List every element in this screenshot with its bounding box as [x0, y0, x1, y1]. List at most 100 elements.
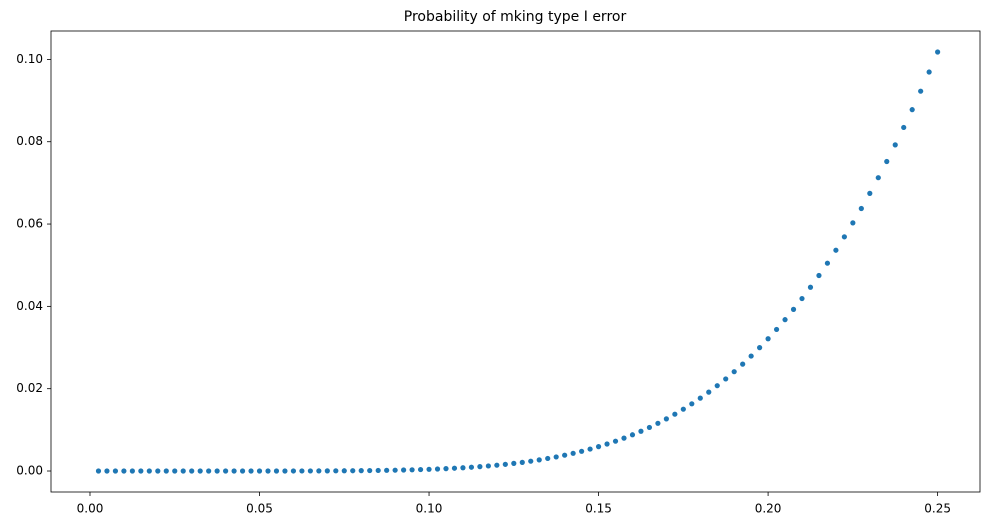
- x-tick-label: 0.00: [77, 502, 104, 516]
- point: [799, 295, 805, 302]
- point: [562, 452, 568, 458]
- point: [95, 468, 102, 474]
- chart-title: Probability of mking type I error: [404, 9, 627, 25]
- point: [299, 468, 305, 474]
- point: [841, 234, 847, 240]
- point: [731, 369, 737, 375]
- point: [443, 466, 449, 472]
- point: [519, 459, 525, 465]
- point: [773, 326, 780, 333]
- point: [672, 411, 678, 417]
- point: [239, 468, 246, 474]
- point: [833, 247, 839, 253]
- point: [901, 124, 907, 131]
- point: [367, 467, 373, 474]
- point: [663, 416, 669, 422]
- point: [290, 468, 297, 474]
- point: [426, 466, 432, 472]
- point: [884, 158, 890, 165]
- plot-frame: [50, 30, 981, 493]
- x-tick-label: 0.25: [924, 502, 951, 516]
- point: [129, 468, 135, 474]
- point: [138, 468, 144, 474]
- point: [579, 448, 585, 454]
- point: [536, 457, 542, 463]
- point: [909, 107, 915, 113]
- point: [409, 467, 415, 473]
- point: [248, 468, 254, 474]
- point: [375, 467, 381, 474]
- point: [434, 466, 441, 472]
- point: [689, 401, 695, 407]
- point: [706, 389, 712, 395]
- point: [341, 468, 347, 474]
- y-tick-label: 0.02: [16, 381, 43, 395]
- point: [824, 260, 831, 266]
- y-tick-label: 0.04: [16, 299, 43, 313]
- point: [502, 461, 508, 467]
- point: [265, 468, 271, 474]
- point: [307, 468, 313, 474]
- point: [477, 464, 483, 470]
- point: [545, 455, 551, 462]
- point: [765, 336, 771, 342]
- point: [850, 220, 856, 226]
- point: [858, 205, 864, 212]
- point: [816, 272, 822, 279]
- point: [163, 468, 169, 474]
- y-tick-label: 0.06: [16, 217, 43, 231]
- point: [697, 395, 703, 401]
- point: [460, 465, 466, 471]
- point: [570, 450, 576, 456]
- point: [316, 468, 322, 474]
- point: [926, 69, 932, 75]
- point: [172, 468, 178, 474]
- point: [401, 467, 407, 473]
- y-tick-label: 0.10: [16, 52, 43, 66]
- point: [180, 468, 186, 474]
- point: [646, 424, 653, 431]
- point: [223, 468, 229, 474]
- point: [748, 353, 754, 359]
- point: [740, 361, 746, 367]
- point: [121, 468, 127, 474]
- point: [757, 345, 763, 351]
- point: [104, 468, 110, 474]
- point: [384, 467, 390, 473]
- point: [494, 462, 500, 468]
- point: [112, 468, 119, 474]
- point: [206, 468, 212, 474]
- point: [468, 464, 475, 470]
- point: [324, 468, 330, 474]
- y-tick-label: 0.00: [16, 464, 43, 478]
- point: [918, 88, 924, 94]
- point: [231, 468, 237, 474]
- point: [350, 468, 356, 474]
- point: [655, 420, 661, 426]
- point: [892, 142, 898, 148]
- point: [621, 435, 627, 441]
- point: [256, 468, 263, 474]
- point: [155, 468, 161, 474]
- point: [146, 468, 152, 474]
- point: [282, 468, 288, 474]
- point: [197, 468, 203, 474]
- x-tick-label: 0.05: [246, 502, 273, 516]
- point: [604, 441, 610, 447]
- point: [935, 49, 941, 55]
- point: [528, 458, 534, 464]
- point: [333, 468, 339, 474]
- point: [189, 468, 195, 474]
- point: [587, 446, 593, 452]
- point: [790, 306, 797, 312]
- point: [867, 190, 873, 196]
- point: [638, 428, 644, 434]
- point: [358, 468, 364, 474]
- x-tick-label: 0.20: [755, 502, 782, 516]
- point: [680, 406, 686, 412]
- x-tick-label: 0.15: [585, 502, 612, 516]
- point: [451, 465, 458, 471]
- point: [417, 466, 424, 473]
- point: [629, 432, 636, 438]
